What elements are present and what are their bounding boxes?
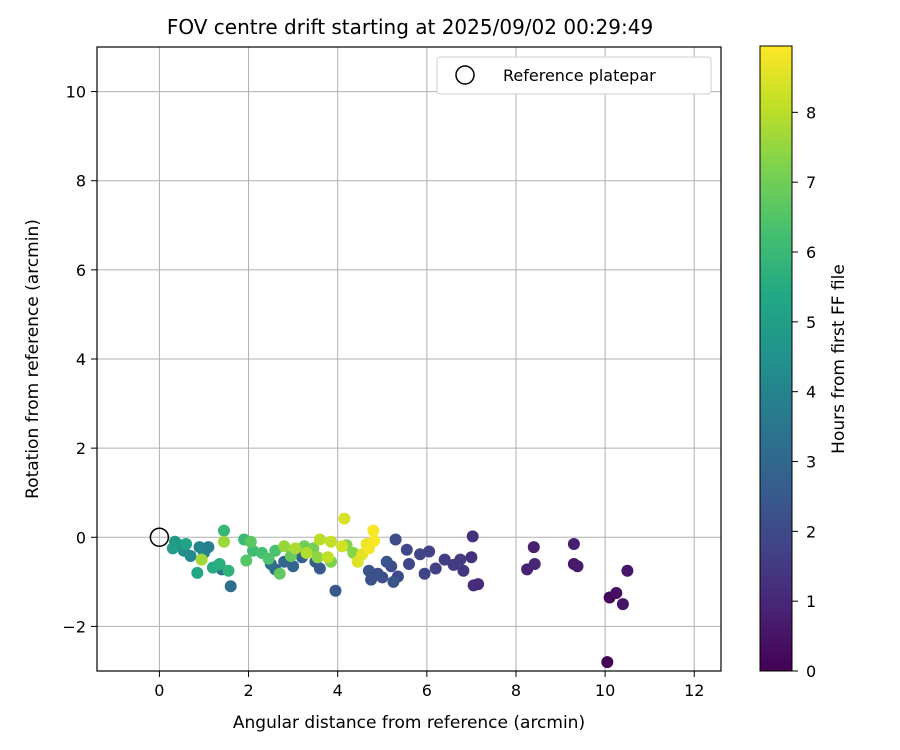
y-tick-label: 8 (76, 172, 86, 191)
data-point (362, 564, 375, 577)
colorbar-tick-label: 3 (806, 453, 816, 472)
colorbar-tick-label: 5 (806, 313, 816, 332)
data-point (313, 533, 326, 546)
y-tick-label: 6 (76, 261, 86, 280)
data-point (418, 567, 431, 580)
x-tick-label: 0 (154, 681, 164, 700)
data-point (224, 580, 237, 593)
data-point (180, 538, 193, 550)
data-point (389, 533, 402, 546)
legend-label-reference-platepar: Reference platepar (503, 66, 656, 85)
data-point (610, 587, 623, 599)
data-point (269, 544, 282, 557)
data-point (447, 558, 460, 571)
data-point (213, 558, 226, 570)
data-points (166, 512, 634, 669)
data-point (289, 542, 302, 555)
data-point (367, 524, 380, 537)
data-point (466, 530, 479, 543)
y-tick-label: 0 (76, 528, 86, 547)
x-tick-label: 4 (333, 681, 343, 700)
grid-lines (97, 47, 721, 671)
data-point (273, 567, 286, 580)
colorbar-tick-label: 6 (806, 243, 816, 262)
data-point (240, 554, 253, 567)
data-point (457, 564, 470, 577)
data-point (222, 564, 235, 577)
data-point (601, 656, 614, 669)
data-point (195, 553, 208, 566)
data-point (438, 553, 451, 566)
data-point (325, 535, 337, 548)
legend: Reference platepar (436, 56, 712, 95)
data-point (300, 546, 313, 559)
data-point (414, 548, 427, 561)
data-point (191, 566, 204, 579)
x-tick-label: 2 (243, 681, 253, 700)
y-axis-ticks: −2 0 2 4 6 8 10 (62, 83, 97, 636)
chart-title: FOV centre drift starting at 2025/09/02 … (167, 15, 653, 39)
reference-platepar-marker (149, 527, 170, 548)
x-tick-label: 10 (595, 681, 615, 700)
colorbar-tick-label: 1 (806, 592, 816, 611)
data-point (467, 579, 480, 592)
data-point (218, 535, 230, 548)
y-tick-label: 2 (76, 439, 86, 458)
data-point (329, 584, 342, 597)
x-tick-label: 8 (511, 681, 521, 700)
data-point (380, 555, 393, 568)
colorbar-label: Hours from first FF file (829, 264, 849, 454)
y-axis-label: Rotation from reference (arcmin) (23, 219, 43, 499)
data-point (321, 551, 334, 564)
data-point (166, 542, 179, 555)
data-point (429, 562, 442, 575)
data-point (287, 560, 300, 573)
data-point (465, 551, 478, 564)
data-point (400, 543, 413, 556)
data-point (244, 535, 257, 548)
data-point (193, 541, 206, 554)
data-point (621, 564, 634, 577)
colorbar-ticks: 0 1 2 3 4 5 6 7 8 (792, 103, 816, 681)
data-point (262, 552, 275, 565)
x-tick-label: 6 (422, 681, 432, 700)
colorbar-tick-label: 4 (806, 383, 816, 402)
data-point (218, 524, 230, 537)
legend-box (436, 56, 712, 95)
data-point (368, 534, 381, 547)
data-point (567, 538, 580, 550)
data-point (311, 551, 324, 564)
legend-reference-marker (455, 65, 475, 85)
y-tick-label: −2 (62, 617, 86, 636)
data-point (338, 512, 351, 525)
colorbar-tick-label: 8 (806, 103, 816, 122)
x-axis-ticks: 0 2 4 6 8 10 12 (154, 671, 704, 700)
y-tick-label: 4 (76, 350, 86, 369)
colorbar-tick-label: 2 (806, 522, 816, 541)
data-point (387, 575, 400, 588)
data-point (347, 546, 360, 559)
data-point (278, 540, 291, 553)
data-point (571, 560, 584, 573)
colorbar-tick-label: 7 (806, 173, 816, 192)
data-point (528, 558, 541, 570)
data-point (616, 598, 629, 611)
colorbar (759, 45, 793, 672)
data-point (336, 540, 349, 553)
data-point (527, 541, 540, 554)
data-point (403, 558, 415, 570)
colorbar-tick-label: 0 (806, 662, 816, 681)
y-tick-label: 10 (66, 83, 86, 102)
data-point (423, 545, 436, 558)
x-axis-label: Angular distance from reference (arcmin) (233, 713, 585, 733)
x-tick-label: 12 (684, 681, 704, 700)
